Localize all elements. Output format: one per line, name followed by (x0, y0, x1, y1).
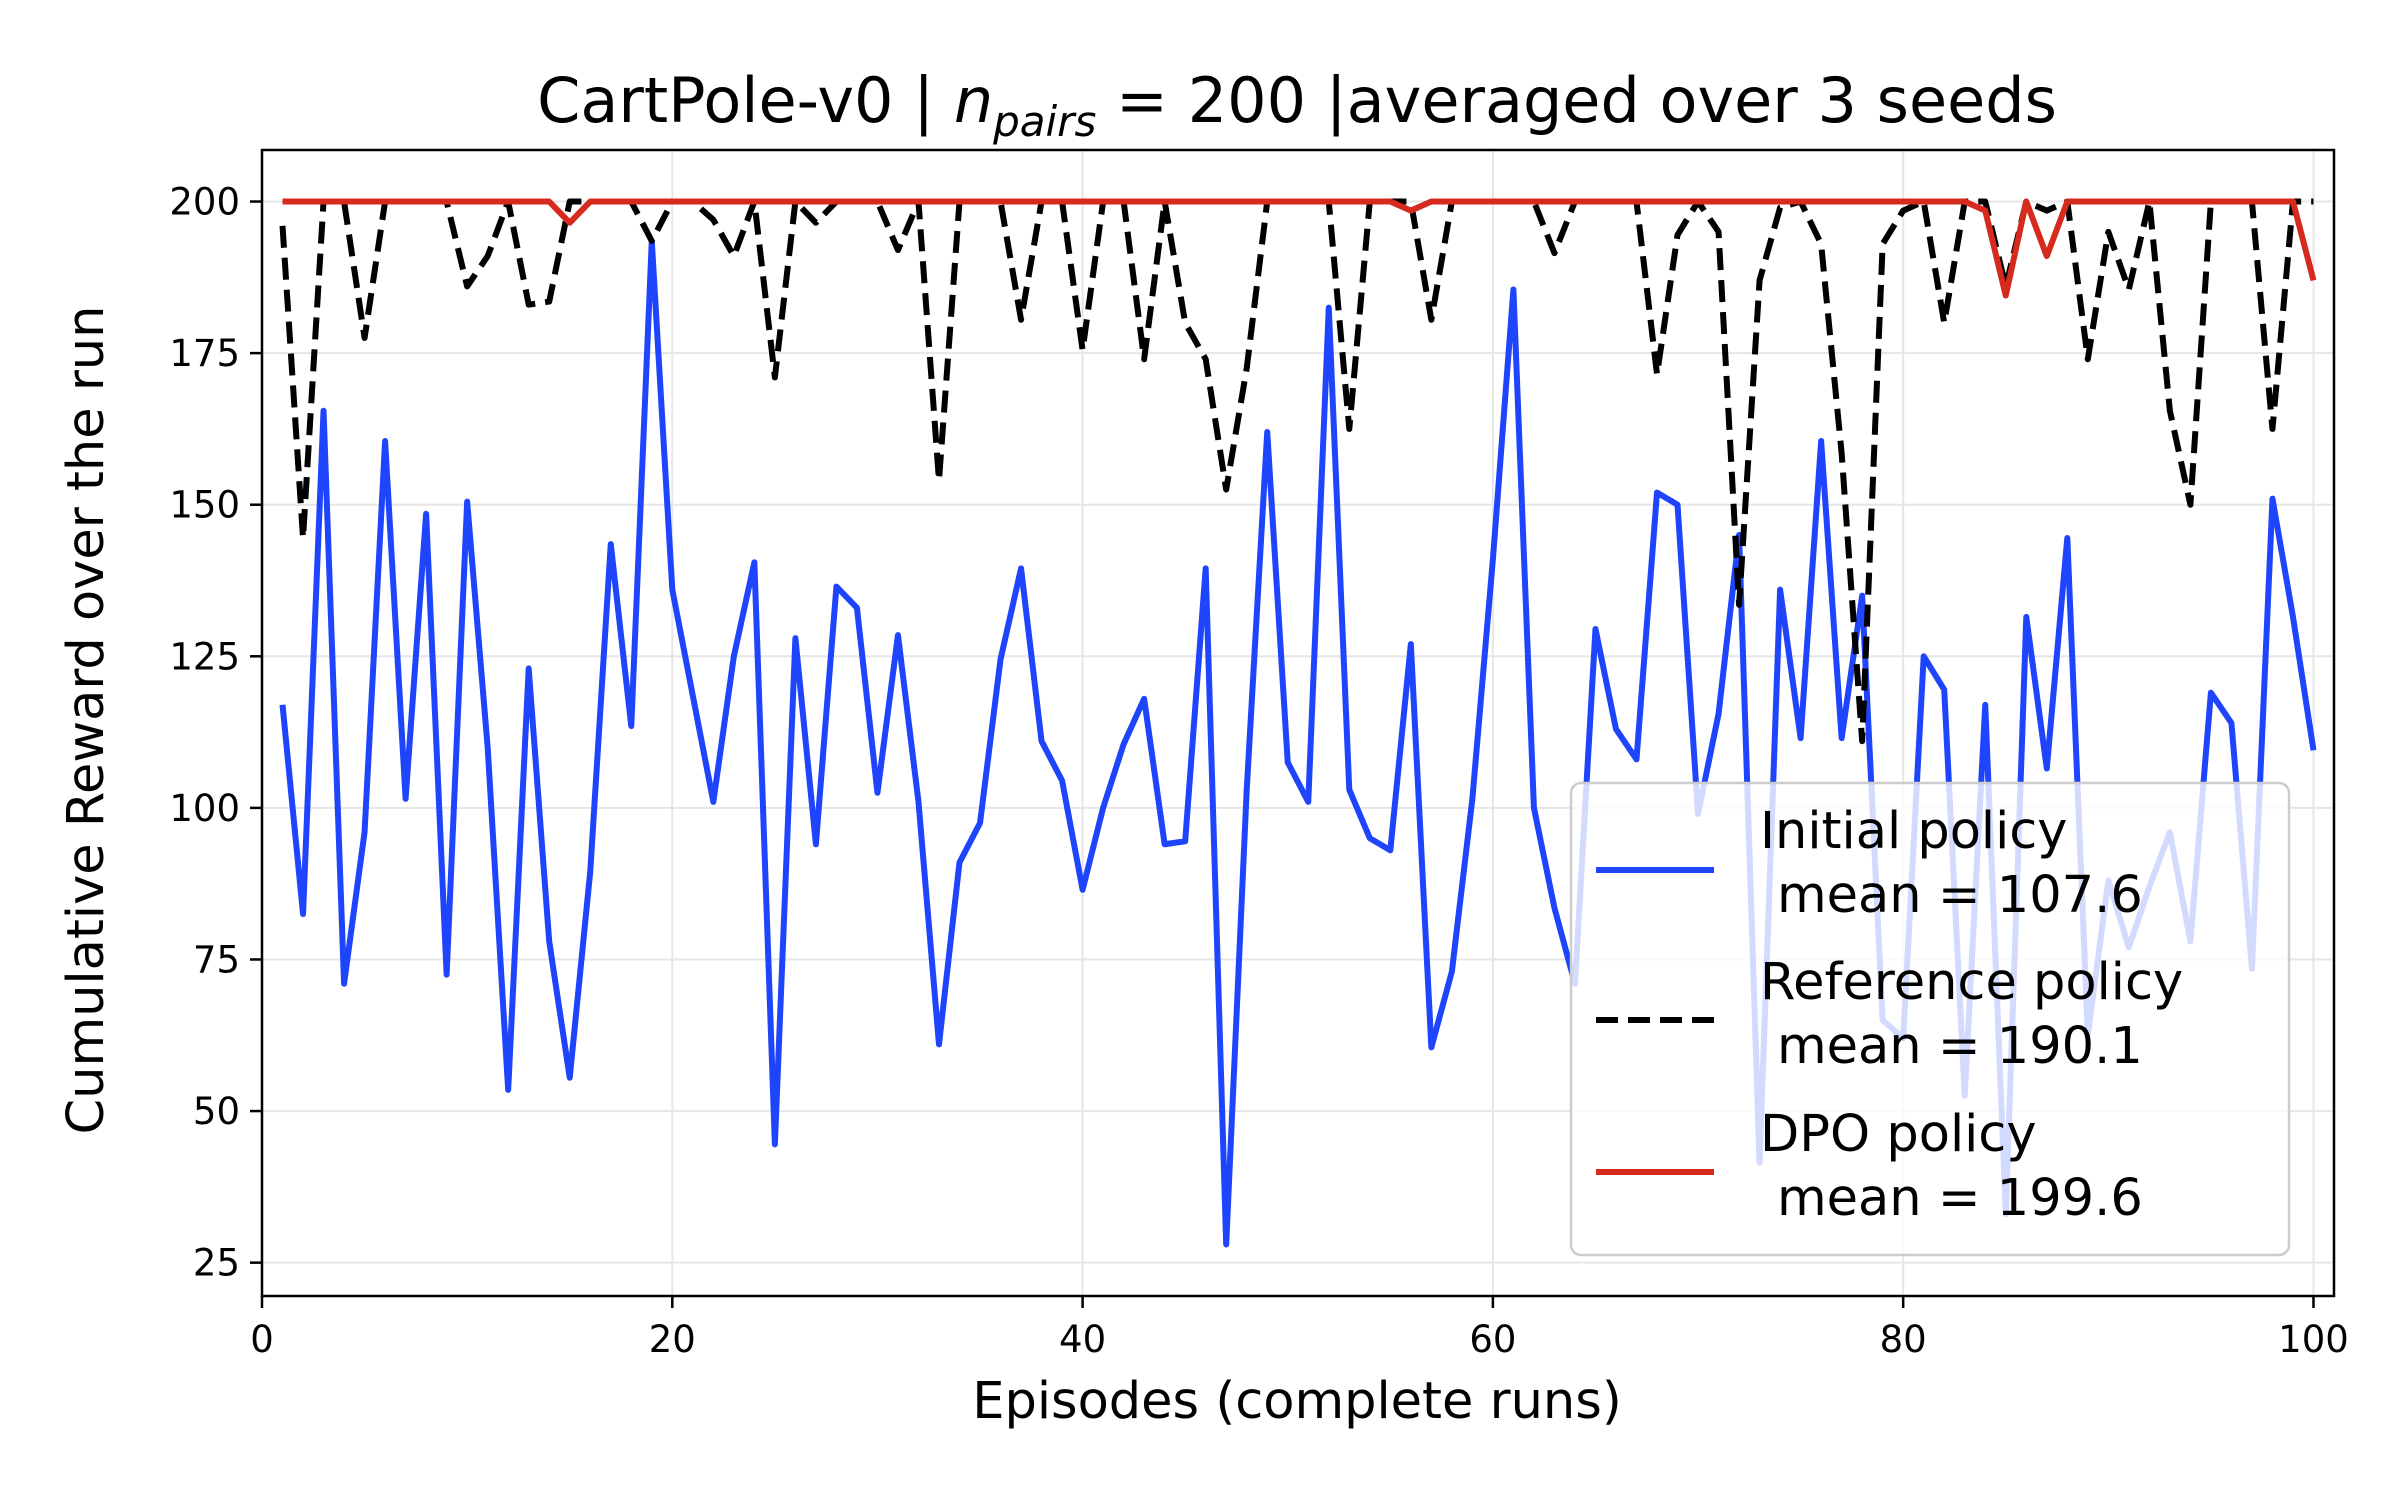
y-tick-label: 25 (193, 1242, 240, 1285)
legend-label-reference: Reference policy (1760, 953, 2183, 1012)
y-tick-label: 100 (169, 787, 240, 830)
y-tick-label: 125 (169, 635, 240, 678)
legend-label-initial: Initial policy (1760, 802, 2067, 861)
x-tick-label: 100 (2278, 1318, 2349, 1361)
y-axis-ticks: 25 50 75 100 125 150 175 200 (169, 181, 262, 1285)
y-axis-label: Cumulative Reward over the run (57, 306, 116, 1135)
x-axis-label: Episodes (complete runs) (972, 1372, 1621, 1431)
legend-entry-reference: Reference policy mean = 190.1 (1596, 953, 2183, 1076)
x-tick-label: 20 (649, 1318, 696, 1361)
y-tick-label: 50 (193, 1090, 240, 1133)
x-tick-label: 40 (1059, 1318, 1106, 1361)
x-tick-label: 0 (250, 1318, 274, 1361)
y-tick-label: 200 (169, 181, 240, 224)
y-tick-label: 175 (169, 332, 240, 375)
legend: Initial policy mean = 107.6 Reference po… (1569, 781, 2291, 1257)
legend-mean-initial: mean = 107.6 (1777, 866, 2143, 925)
legend-entry-initial: Initial policy mean = 107.6 (1596, 802, 2143, 925)
legend-box (1569, 781, 2291, 1257)
series-line-dpo (282, 198, 2317, 299)
legend-mean-dpo: mean = 199.6 (1777, 1169, 2143, 1228)
x-tick-label: 60 (1469, 1318, 1516, 1361)
x-axis-ticks: 0 20 40 60 80 100 (250, 1296, 2349, 1361)
legend-mean-reference: mean = 190.1 (1777, 1017, 2143, 1076)
y-tick-label: 150 (169, 484, 240, 527)
x-tick-label: 80 (1880, 1318, 1927, 1361)
legend-label-dpo: DPO policy (1760, 1105, 2037, 1164)
legend-entry-dpo: DPO policy mean = 199.6 (1596, 1105, 2143, 1228)
plot-frame (260, 148, 2336, 1298)
chart-title: CartPole-v0 | npairs = 200 |averaged ove… (537, 64, 2057, 146)
y-tick-label: 75 (193, 938, 240, 981)
